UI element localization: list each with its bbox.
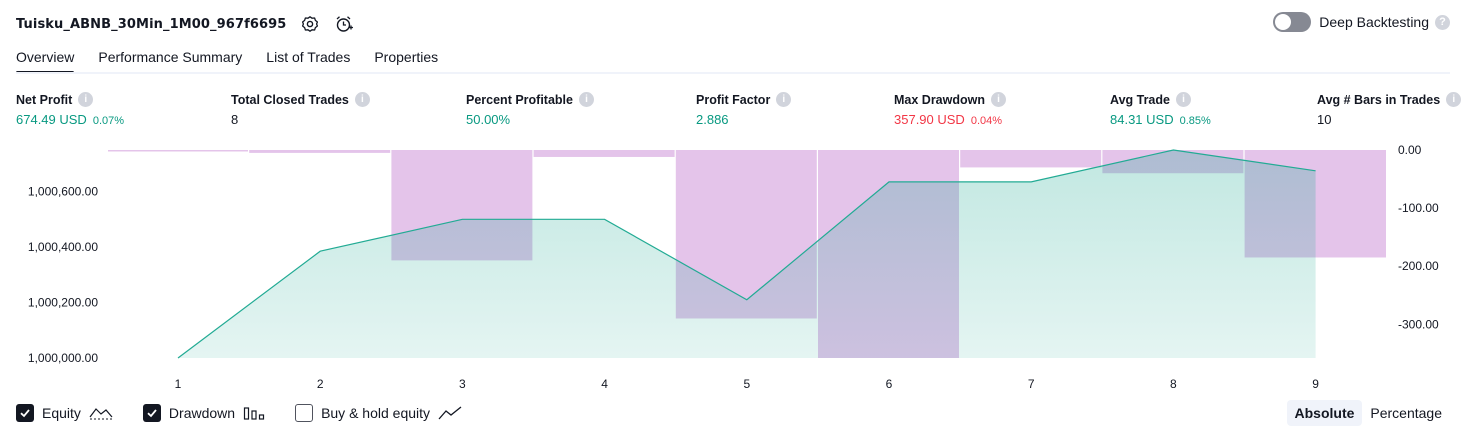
equity-checkbox[interactable]: [16, 404, 34, 422]
add-alert-clock-icon[interactable]: [334, 14, 354, 34]
metric-label: Avg Trade: [1110, 92, 1170, 107]
deep-backtesting: Deep Backtesting ?: [1273, 12, 1450, 32]
right-axis-tick: -200.00: [1398, 259, 1439, 273]
x-axis-tick: 5: [743, 377, 750, 391]
info-icon[interactable]: i: [1175, 92, 1191, 107]
info-icon[interactable]: i: [354, 92, 370, 107]
settings-gear-icon[interactable]: [300, 14, 320, 34]
metric-label: Max Drawdown: [894, 92, 985, 107]
x-axis-tick: 9: [1312, 377, 1319, 391]
left-axis-tick: 1,000,000.00: [28, 351, 98, 365]
info-icon[interactable]: i: [1446, 92, 1462, 107]
tab-list-of-trades[interactable]: List of Trades: [266, 49, 351, 65]
legend-drawdown[interactable]: Drawdown: [142, 404, 265, 422]
buy-hold-checkbox[interactable]: [295, 404, 314, 422]
tab-properties[interactable]: Properties: [374, 49, 439, 65]
metric-profit-factor: Profit Factor i 2.886: [696, 92, 792, 127]
metric-avg-trade: Avg Trade i 84.31 USD 0.85%: [1110, 92, 1211, 127]
left-axis-tick: 1,000,600.00: [28, 185, 98, 199]
metric-value: 8: [231, 112, 239, 127]
equity-line: [177, 149, 1316, 359]
metric-total-closed-trades: Total Closed Trades i 8: [231, 92, 370, 127]
report-tabs: Overview Performance Summary List of Tra…: [16, 44, 462, 74]
metric-value: 10: [1317, 112, 1332, 127]
metric-label: Total Closed Trades: [231, 92, 349, 107]
right-axis-tick: -300.00: [1398, 317, 1439, 331]
metric-label: Percent Profitable: [466, 92, 573, 107]
tabs-divider: [16, 72, 1450, 74]
metric-max-drawdown: Max Drawdown i 357.90 USD 0.04%: [894, 92, 1006, 127]
legend-drawdown-label: Drawdown: [168, 405, 236, 421]
tab-performance-summary[interactable]: Performance Summary: [98, 49, 243, 65]
tab-overview[interactable]: Overview: [16, 44, 75, 74]
drawdown-bar: [960, 150, 1102, 168]
x-axis-tick: 8: [1170, 377, 1177, 391]
metric-label: Net Profit: [16, 92, 73, 107]
metric-label: Profit Factor: [696, 92, 771, 107]
info-icon[interactable]: i: [78, 92, 94, 107]
x-axis-tick: 7: [1028, 377, 1035, 391]
deep-backtesting-label: Deep Backtesting: [1319, 14, 1429, 30]
x-axis-tick: 2: [317, 377, 324, 391]
metric-value: 357.90 USD: [894, 112, 965, 127]
left-axis-tick: 1,000,200.00: [28, 296, 98, 310]
right-axis-tick: -100.00: [1398, 201, 1439, 215]
drawdown-bar: [108, 150, 248, 152]
legend-equity[interactable]: Equity: [16, 404, 113, 422]
line-series-icon: [438, 405, 462, 421]
right-axis-tick: 0.00: [1398, 143, 1422, 157]
legend-buy-hold[interactable]: Buy & hold equity: [295, 404, 462, 422]
info-icon[interactable]: i: [776, 92, 792, 107]
metric-percent-profitable: Percent Profitable i 50.00%: [466, 92, 594, 127]
info-icon[interactable]: i: [578, 92, 594, 107]
x-axis-tick: 3: [459, 377, 466, 391]
metric-percent: 0.85%: [1179, 115, 1211, 127]
equity-drawdown-chart: 1,000,000.00 1,000,200.00 1,000,400.00 1,00…: [28, 143, 1439, 391]
metric-value: 674.49 USD: [16, 112, 87, 127]
toggle-knob: [1275, 14, 1292, 30]
deep-backtesting-toggle[interactable]: [1273, 12, 1312, 32]
x-axis-tick: 4: [601, 377, 608, 391]
strategy-header: Tuisku_ABNB_30Min_1M00_967f6695: [16, 10, 354, 38]
metric-value: 84.31 USD: [1110, 112, 1174, 127]
metric-value: 50.00%: [466, 112, 511, 127]
info-icon[interactable]: i: [991, 92, 1006, 107]
help-icon[interactable]: ?: [1435, 14, 1450, 30]
drawdown-checkbox[interactable]: [142, 404, 161, 422]
metric-value: 2.886: [696, 112, 729, 127]
absolute-button[interactable]: Absolute: [1286, 400, 1363, 426]
value-mode-switch: Absolute Percentage: [1286, 400, 1451, 426]
metric-avg-bars: Avg # Bars in Trades i 10: [1317, 92, 1462, 127]
x-axis-tick: 1: [175, 377, 182, 391]
legend-equity-label: Equity: [42, 405, 81, 421]
metric-label: Avg # Bars in Trades: [1317, 92, 1441, 107]
equity-area: [178, 150, 1316, 358]
left-axis-tick: 1,000,400.00: [28, 240, 98, 254]
drawdown-bar: [249, 150, 391, 153]
chart-legend: Equity Drawdown Buy & hold equity: [16, 404, 492, 422]
metric-percent: 0.04%: [970, 115, 1003, 127]
legend-buy-hold-label: Buy & hold equity: [321, 405, 431, 421]
drawdown-bar: [533, 150, 675, 157]
percentage-button[interactable]: Percentage: [1370, 405, 1442, 421]
metric-net-profit: Net Profit i 674.49 USD 0.07%: [16, 92, 124, 127]
area-series-icon: [89, 405, 113, 421]
x-axis-tick: 6: [886, 377, 893, 391]
metric-percent: 0.07%: [92, 115, 125, 127]
bar-series-icon: [243, 405, 265, 421]
strategy-name: Tuisku_ABNB_30Min_1M00_967f6695: [16, 16, 287, 32]
